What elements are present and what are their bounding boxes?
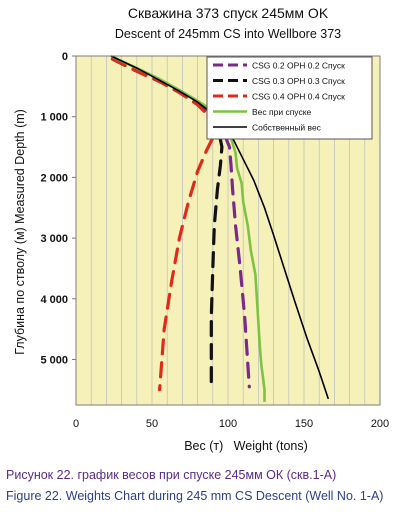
series-line-4 xyxy=(110,54,266,402)
series-line-5 xyxy=(110,55,330,400)
legend-label: Вес при спуске xyxy=(252,107,312,117)
legend-label: Собственный вес xyxy=(252,123,322,133)
figure-caption-en: Figure 22. Weights Chart during 245 mm C… xyxy=(6,489,396,504)
x-tick-label: 100 xyxy=(219,418,237,430)
legend-label: CSG 0.2 OPH 0.2 Спуск xyxy=(252,61,345,71)
y-tick-label: 1 000 xyxy=(40,112,68,124)
x-axis-label: Вес (т) Weight (tons) xyxy=(184,439,308,453)
y-tick-label: 0 xyxy=(62,51,68,63)
y-axis-label: Глубина по стволу (м) Measured Depth (m) xyxy=(13,109,27,355)
y-tick-label: 5 000 xyxy=(40,354,68,366)
legend-label: CSG 0.3 OPH 0.3 Спуск xyxy=(252,76,345,86)
y-tick-label: 2 000 xyxy=(40,172,68,184)
caption-en-label: Figure 22. xyxy=(6,489,63,503)
x-tick-label: 50 xyxy=(146,418,158,430)
y-tick-label: 4 000 xyxy=(40,294,68,306)
weights-chart: Скважина 373 спуск 245мм OK Descent of 2… xyxy=(13,5,389,453)
chart-title: Скважина 373 спуск 245мм OK xyxy=(128,5,329,21)
chart-subtitle: Descent of 245mm CS into Wellbore 373 xyxy=(115,27,341,41)
x-tick-label: 150 xyxy=(295,418,313,430)
caption-ru-label: Рисунок 22. xyxy=(6,468,74,482)
caption-ru-text: график весов при спуске 245мм ОК (скв.1-… xyxy=(74,468,337,482)
legend-label: CSG 0.4 OPH 0.4 Спуск xyxy=(252,92,345,102)
series-line-3 xyxy=(110,57,216,392)
figure-caption-ru: Рисунок 22. график весов при спуске 245м… xyxy=(6,468,396,483)
plot-frame xyxy=(75,55,381,406)
x-tick-label: 0 xyxy=(73,418,79,430)
caption-en-text: Weights Chart during 245 mm CS Descent (… xyxy=(62,489,384,503)
axis-ticks: 0 50 100 150 200 0 1 000 2 000 3 000 4 000 5 000 xyxy=(40,51,389,430)
legend: CSG 0.2 OPH 0.2 Спуск CSG 0.3 OPH 0.3 Спу… xyxy=(206,56,373,140)
legend-box xyxy=(206,56,373,140)
x-tick-label: 200 xyxy=(371,418,389,430)
y-tick-label: 3 000 xyxy=(40,233,68,245)
